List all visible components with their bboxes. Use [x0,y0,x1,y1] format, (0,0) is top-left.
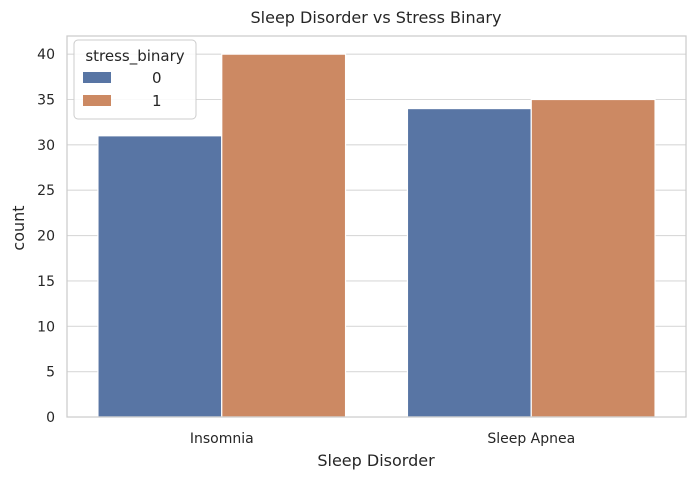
y-tick-label: 35 [37,93,55,109]
y-tick-label: 5 [46,365,55,381]
y-tick-label: 30 [37,138,55,154]
bar-sleep-apnea-series-1 [530,98,656,418]
y-tick-label: 0 [46,410,55,426]
x-tick-labels: Insomnia Sleep Apnea [190,431,575,447]
bar-sleep-apnea-series-0 [406,107,532,418]
x-tick-label: Insomnia [190,431,254,447]
x-axis-title: Sleep Disorder [317,451,435,470]
legend-title: stress_binary [85,47,184,66]
legend: stress_binary 0 1 [73,39,197,120]
plot-frame [66,35,687,418]
legend-label-1: 1 [152,92,162,110]
bars [97,53,656,418]
bar-insomnia-series-1 [221,53,347,418]
legend-swatch-1 [83,95,111,106]
bar-insomnia-series-0 [97,135,223,418]
y-tick-label: 10 [37,319,55,335]
y-tick-label: 25 [37,183,55,199]
y-tick-label: 20 [37,229,55,245]
legend-label-0: 0 [152,69,162,87]
x-tick-label: Sleep Apnea [487,431,575,447]
chart-title: Sleep Disorder vs Stress Binary [251,8,502,27]
legend-swatch-0 [83,72,111,83]
y-tick-labels: 0 5 10 15 20 25 30 35 40 [37,47,55,426]
y-tick-label: 40 [37,47,55,63]
y-tick-label: 15 [37,274,55,290]
y-axis-title: count [9,205,28,250]
